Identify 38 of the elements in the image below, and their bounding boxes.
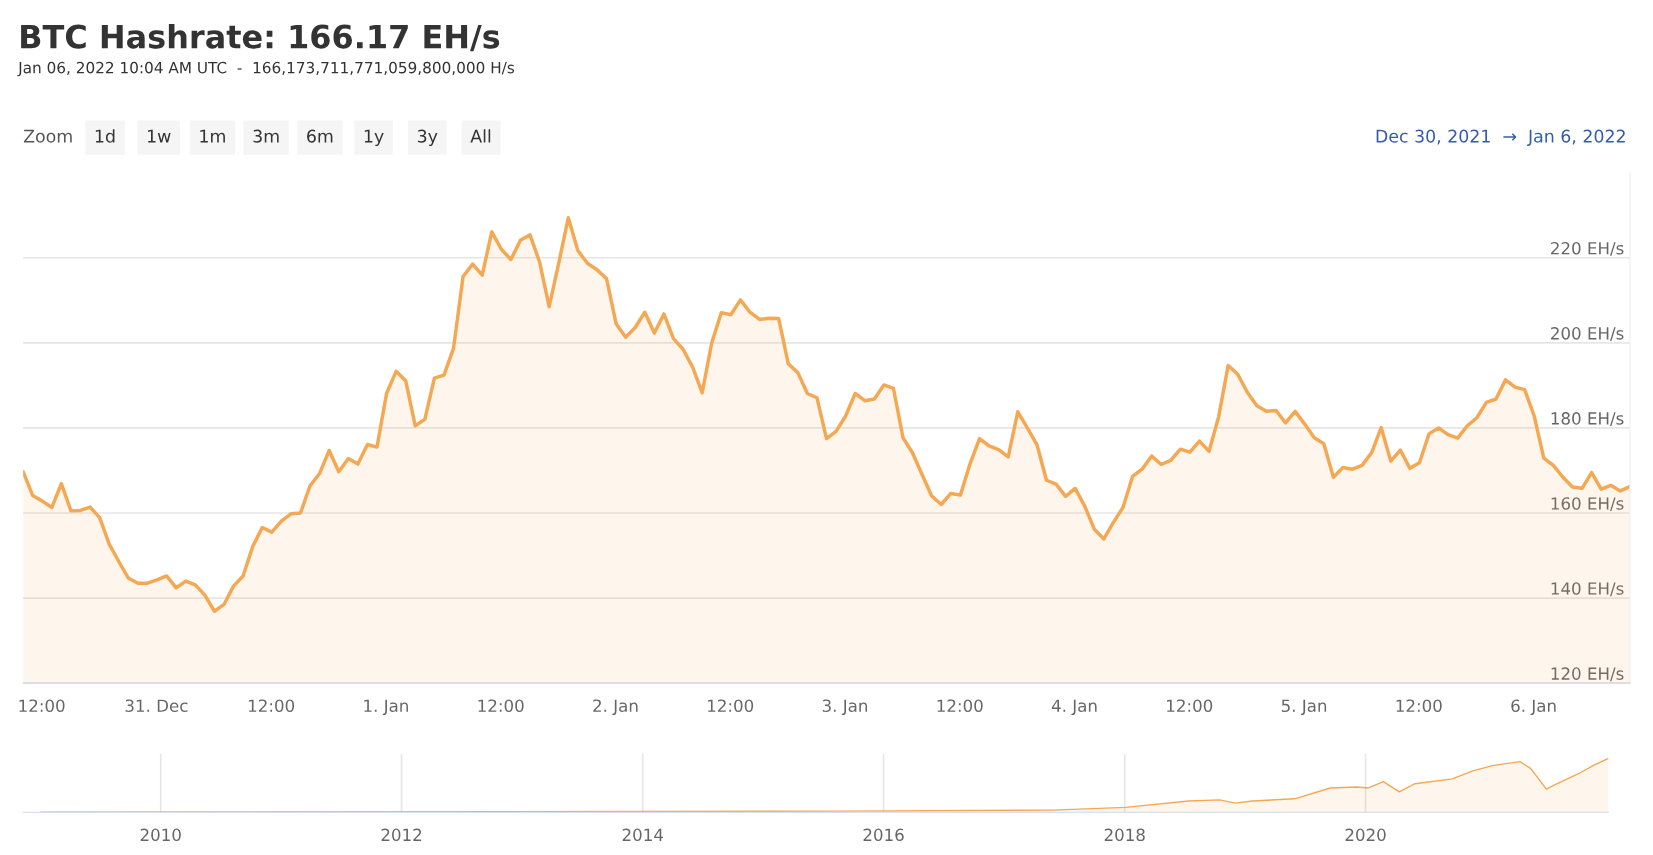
x-tick-label: 1. Jan: [364, 699, 408, 716]
x-tick-label: 12:00: [708, 699, 754, 713]
x-tick-label: 4. Jan: [1051, 699, 1097, 716]
x-tick-label: 12:00: [1167, 699, 1213, 713]
text: 1w: [147, 129, 171, 143]
x-tick-label: 6. Jan: [1511, 699, 1556, 716]
chart-title: BTC Hashrate: 166.17 EH/s: [21, 23, 500, 52]
x-tick-label: 12:00: [19, 699, 65, 713]
y-tick-label: 180 EH/s: [1551, 412, 1624, 427]
text: 1d: [95, 129, 115, 143]
x-tick-label: 2016: [863, 828, 904, 842]
x-tick-label: 12:00: [248, 699, 295, 713]
x-tick-label: 2018: [1104, 828, 1145, 842]
y-tick-label: 160 EH/s: [1551, 497, 1624, 512]
x-tick-label: 2010: [140, 828, 181, 842]
x-tick-label: 3. Jan: [822, 699, 868, 716]
y-tick-label: 220 EH/s: [1551, 241, 1624, 256]
x-tick-label: 31. Dec: [125, 699, 188, 713]
text: 1m: [200, 129, 225, 143]
x-tick-label: 2014: [622, 828, 663, 842]
text: 3m: [253, 129, 279, 143]
x-tick-label: 12:00: [937, 699, 983, 713]
text: 3y: [417, 129, 438, 147]
y-tick-label: 200 EH/s: [1551, 327, 1624, 341]
text: Dec 30, 2021 → Jan 6, 2022: [1376, 129, 1625, 146]
text: 6m: [307, 129, 333, 143]
x-tick-label: 2020: [1345, 828, 1386, 842]
x-tick-label: 2. Jan: [593, 699, 638, 716]
text: 1y: [364, 129, 384, 147]
x-tick-label: 5. Jan: [1281, 699, 1327, 716]
chart-subtitle: Jan 06, 2022 10:04 AM UTC - 166,173,711,771,059,800,000 H/s: [17, 61, 515, 77]
text: Zoom: [23, 129, 72, 143]
text: All: [470, 129, 491, 143]
x-tick-label: 12:00: [1396, 699, 1442, 713]
y-tick-label: 140 EH/s: [1551, 582, 1624, 597]
y-tick-label: 120 EH/s: [1551, 667, 1624, 682]
x-tick-label: 2012: [381, 828, 422, 842]
x-tick-label: 12:00: [478, 699, 524, 713]
